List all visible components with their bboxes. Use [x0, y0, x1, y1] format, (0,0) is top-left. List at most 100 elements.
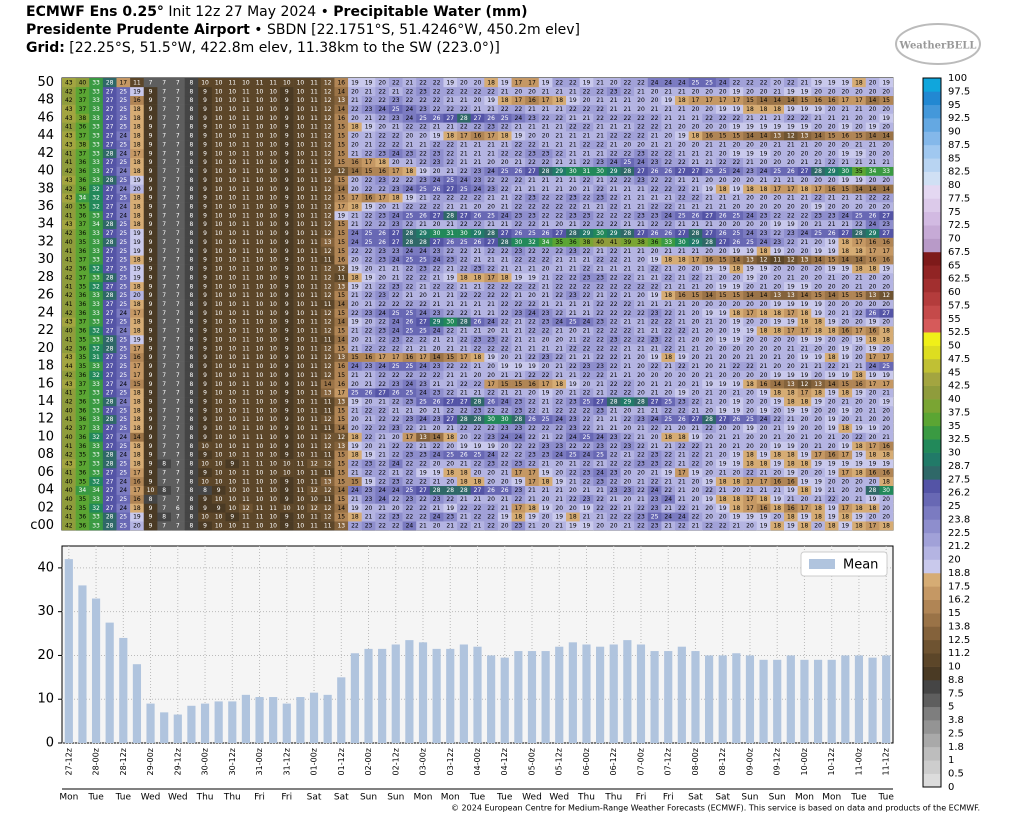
cell-label: 21 [637, 496, 645, 503]
cell-label: 10 [228, 372, 236, 379]
heat-cell [279, 343, 294, 354]
cell-label: 23 [392, 248, 400, 255]
cell-label: 20 [446, 461, 454, 468]
heat-cell [361, 432, 376, 442]
cell-label: 22 [378, 319, 386, 326]
heat-cell [402, 379, 417, 389]
cell-label: 10 [297, 204, 305, 211]
cell-label: 22 [583, 195, 591, 202]
cell-label: 20 [446, 443, 454, 450]
cell-label: 9 [285, 345, 289, 352]
heat-cell [688, 485, 703, 495]
cell-label: 19 [814, 398, 822, 405]
heat-cell [606, 361, 621, 371]
cell-label: 22 [365, 434, 373, 441]
cell-label: 24 [501, 434, 509, 441]
cell-label: 22 [378, 345, 386, 352]
cell-label: 27 [596, 398, 604, 405]
cell-label: 9 [285, 443, 289, 450]
cell-label: 21 [814, 363, 822, 370]
heat-cell [566, 343, 580, 354]
heat-cell [375, 503, 390, 513]
cell-label: 9 [285, 177, 289, 184]
heat-cell [566, 388, 580, 398]
cell-label: 10 [269, 221, 277, 228]
cell-label: 21 [583, 514, 591, 521]
heat-cell [157, 388, 172, 398]
cell-label: 15 [337, 239, 345, 246]
cell-label: 21 [474, 310, 482, 317]
cell-label: 21 [637, 478, 645, 485]
cell-label: 10 [297, 523, 305, 530]
cell-label: 24 [351, 487, 359, 494]
cell-label: 28 [855, 230, 863, 237]
heat-cell [497, 423, 512, 433]
heat-cell [239, 370, 254, 380]
heat-cell [75, 370, 90, 380]
cell-label: 19 [828, 514, 836, 521]
heat-cell [102, 494, 117, 504]
heat-cell [225, 343, 240, 354]
heat-cell [525, 397, 540, 407]
cell-label: 24 [119, 478, 127, 485]
cell-label: 20 [433, 221, 441, 228]
cell-label: 10 [215, 239, 223, 246]
heat-cell [334, 326, 349, 336]
cell-label: 23 [392, 514, 400, 521]
cell-label: 23 [365, 310, 373, 317]
cell-label: 22 [583, 425, 591, 432]
heat-cell [879, 379, 894, 389]
heat-cell [252, 441, 267, 451]
cell-label: 22 [651, 177, 659, 184]
cell-label: 19 [555, 478, 563, 485]
cell-label: 21 [583, 354, 591, 361]
heat-cell [252, 343, 267, 354]
cell-label: 22 [569, 274, 577, 281]
heat-cell [89, 476, 104, 486]
heat-cell [756, 397, 771, 407]
heat-cell [852, 361, 867, 371]
cell-label: 21 [569, 354, 577, 361]
cell-label: 22 [637, 443, 645, 450]
heat-cell [157, 450, 172, 460]
heat-cell [879, 335, 894, 345]
cell-label: 33 [92, 443, 100, 450]
cell-label: 20 [664, 372, 672, 379]
cell-label: 12 [324, 319, 332, 326]
cell-label: 20 [801, 469, 809, 476]
heat-cell [566, 512, 580, 522]
cell-label: 11 [242, 523, 250, 530]
heat-cell [157, 405, 172, 416]
heat-cell [484, 335, 499, 345]
cell-label: 25 [569, 452, 577, 459]
cell-label: 27 [106, 469, 114, 476]
heat-cell [75, 512, 90, 522]
cell-label: 10 [269, 283, 277, 290]
cell-label: 20 [569, 328, 577, 335]
heat-cell [402, 503, 417, 513]
heat-cell [661, 405, 676, 416]
cell-label: 10 [215, 381, 223, 388]
cell-label: 21 [515, 319, 523, 326]
cell-label: 22 [460, 168, 468, 175]
cell-label: 9 [149, 168, 153, 175]
cell-label: 19 [746, 425, 754, 432]
cell-label: 20 [624, 425, 632, 432]
cell-label: 22 [583, 345, 591, 352]
heat-cell [252, 494, 267, 504]
cell-label: 11 [242, 319, 250, 326]
cell-label: 20 [801, 221, 809, 228]
cell-label: 10 [215, 248, 223, 255]
cell-label: 42 [65, 505, 73, 512]
cell-label: 17 [760, 478, 768, 485]
heat-cell [157, 459, 172, 469]
cell-label: 22 [365, 186, 373, 193]
heat-cell [457, 432, 471, 442]
cell-label: 7 [162, 283, 166, 290]
cell-label: 8 [190, 505, 194, 512]
cell-label: 24 [487, 168, 495, 175]
cell-label: 19 [351, 319, 359, 326]
heat-cell [266, 343, 281, 354]
cell-label: 33 [92, 523, 100, 530]
heat-cell [620, 397, 635, 407]
